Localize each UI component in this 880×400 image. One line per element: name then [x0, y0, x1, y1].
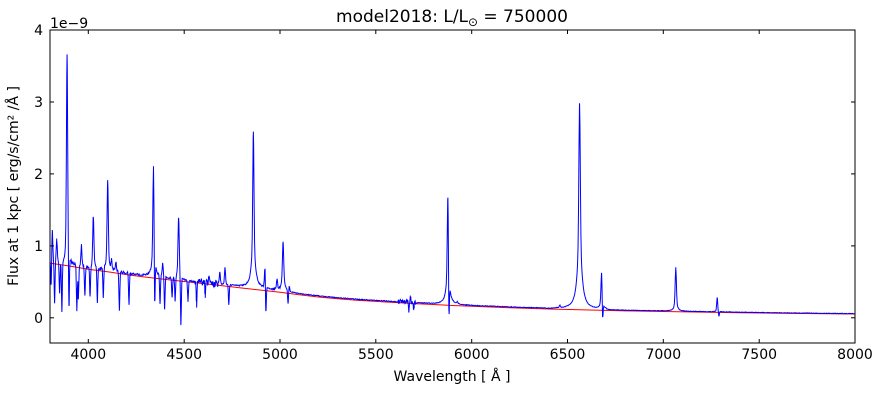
y-axis-offset-text: 1e−9 — [50, 16, 88, 32]
plot-title: model2018: L/L⊙ = 750000 — [336, 7, 568, 29]
y-tick-label: 3 — [34, 95, 43, 111]
y-tick-label: 2 — [34, 167, 43, 183]
spectrum-line — [49, 54, 856, 326]
x-tick-label: 6000 — [454, 347, 490, 363]
axes-frame — [49, 29, 856, 344]
continuum-line — [49, 262, 856, 315]
y-tick-label: 0 — [34, 311, 43, 327]
x-tick-label: 5000 — [262, 347, 298, 363]
x-tick-label: 4000 — [70, 347, 106, 363]
sun-symbol: ⊙ — [468, 15, 478, 29]
y-tick-label: 1 — [34, 239, 43, 255]
x-tick-label: 6500 — [550, 347, 586, 363]
title-prefix: model2018: L/L — [336, 7, 469, 27]
x-axis-label: Wavelength [ Å ] — [394, 368, 511, 385]
x-tick-label: 7000 — [645, 347, 681, 363]
y-tick-label: 4 — [34, 23, 43, 39]
plot-layer: 4000 4500 5000 5500 6000 6500 7000 7500 8000 0 1 2 3… — [34, 23, 873, 363]
y-axis-label: Flux at 1 kpc [ erg/s/cm² /Å ] — [5, 86, 22, 286]
x-tick-label: 7500 — [741, 347, 777, 363]
x-tick-label: 5500 — [358, 347, 394, 363]
x-tick-label: 8000 — [837, 347, 873, 363]
title-suffix: = 750000 — [478, 7, 568, 27]
x-tick-label: 4500 — [166, 347, 202, 363]
